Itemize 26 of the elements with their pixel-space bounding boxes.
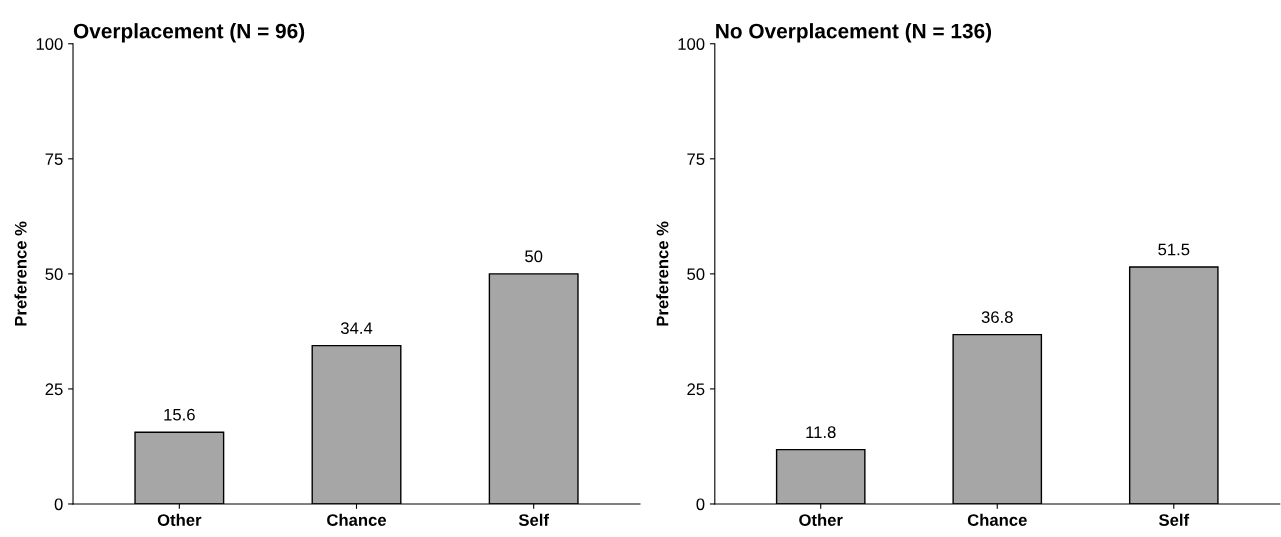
y-axis-title: Preference % — [656, 221, 669, 326]
y-tick-label: 75 — [687, 153, 705, 166]
y-tick-label: 25 — [687, 383, 705, 396]
x-tick-label: Other — [157, 513, 202, 526]
chart-title: No Overplacement (N = 136) — [716, 23, 992, 43]
y-tick-label: 50 — [687, 268, 705, 281]
x-tick-label: Self — [1158, 513, 1190, 526]
x-tick-label: Other — [799, 513, 843, 526]
y-tick-label: 0 — [696, 498, 705, 511]
x-tick-label: Self — [518, 513, 549, 526]
y-tick-label: 0 — [54, 498, 63, 511]
chart-title: Overplacement (N = 96) — [73, 23, 305, 43]
data-label: 50 — [525, 250, 543, 263]
y-tick-label: 50 — [45, 268, 63, 281]
y-tick-label: 25 — [45, 383, 63, 396]
data-label: 15.6 — [164, 408, 195, 421]
data-label: 51.5 — [1158, 243, 1190, 256]
data-label: 34.4 — [340, 322, 373, 335]
y-axis-title: Preference % — [14, 221, 27, 326]
y-tick-label: 75 — [45, 153, 63, 166]
x-tick-label: Chance — [967, 513, 1027, 526]
y-tick-label: 100 — [36, 38, 63, 50]
data-label: 11.8 — [806, 426, 836, 439]
data-label: 36.8 — [981, 311, 1013, 323]
y-tick-label: 100 — [678, 38, 705, 50]
x-tick-label: Chance — [327, 513, 387, 526]
